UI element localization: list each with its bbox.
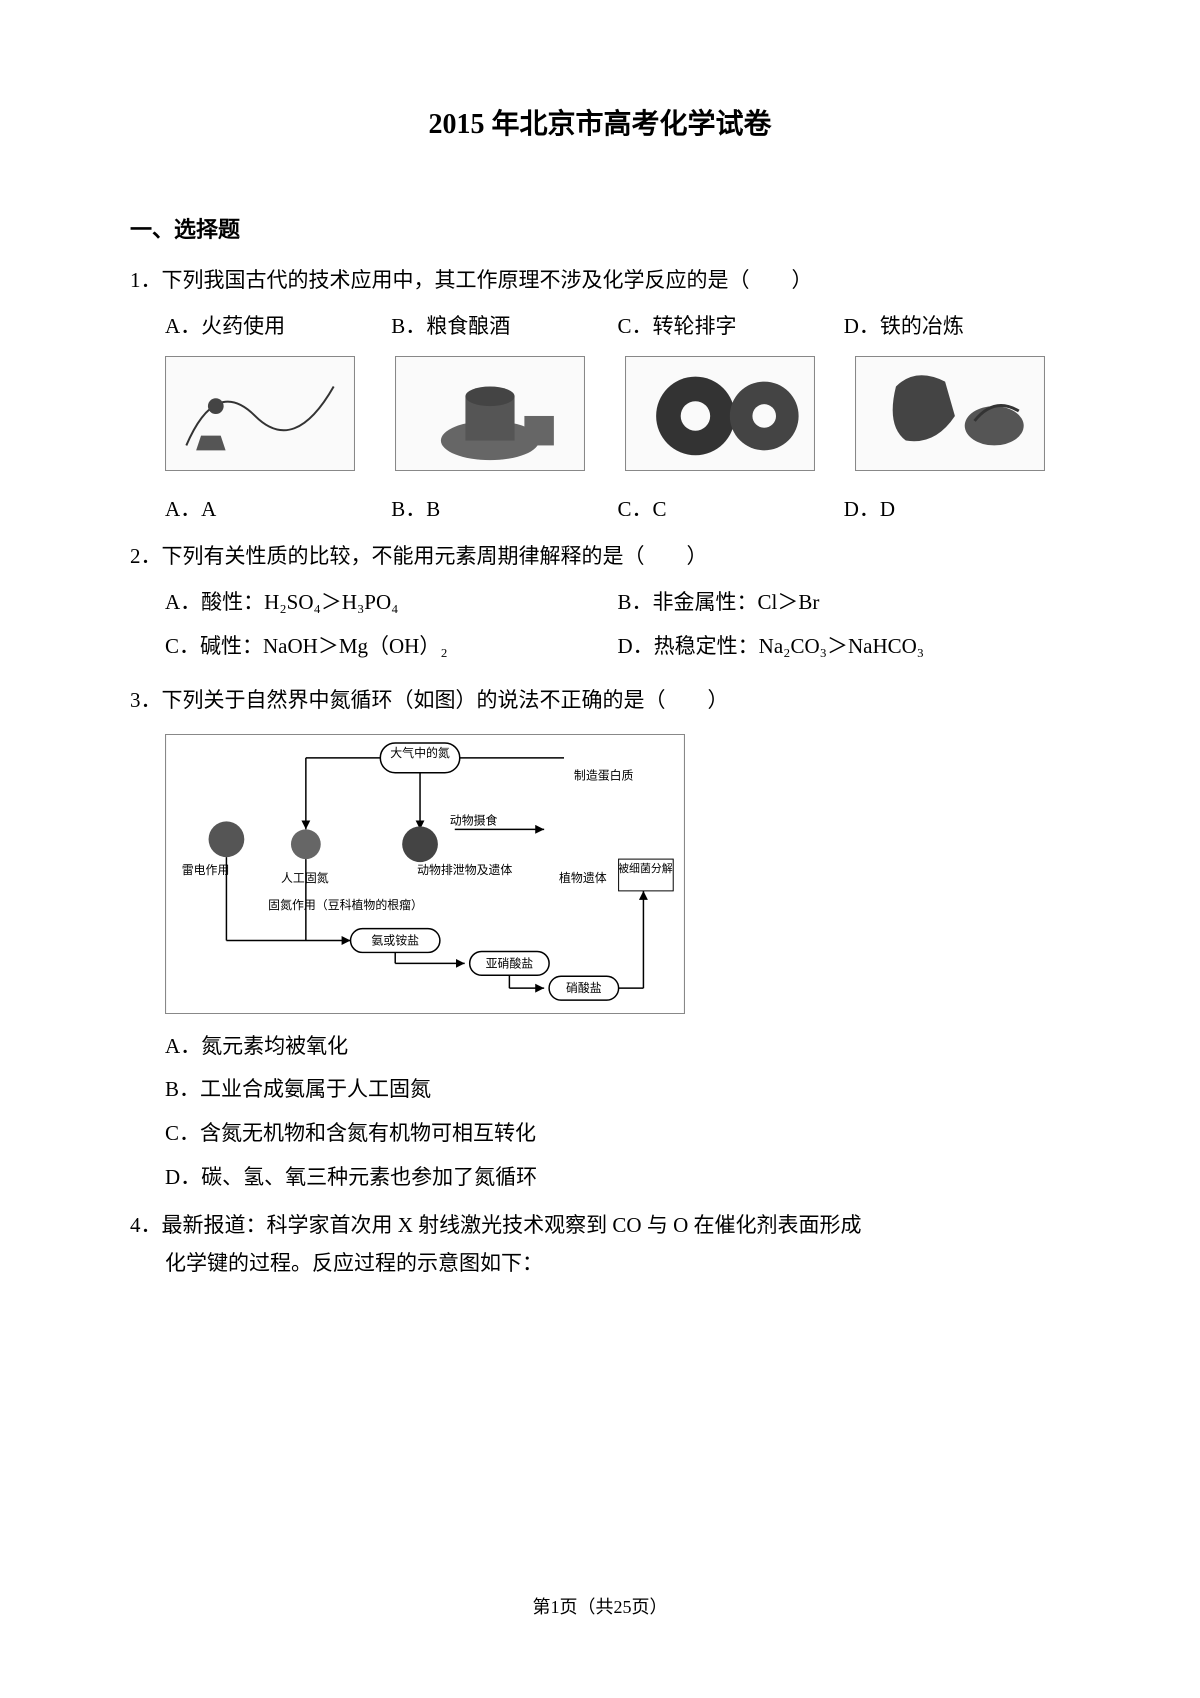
q1-option-a: A．A bbox=[165, 491, 391, 529]
q4-stem-line1: 4．最新报道：科学家首次用 X 射线激光技术观察到 CO 与 O 在催化剂表面形… bbox=[130, 1207, 1070, 1245]
question-2: 2．下列有关性质的比较，不能用元素周期律解释的是（ ） A．酸性：H₂SO₄＞H… bbox=[130, 538, 1070, 671]
q2-options: A．酸性：H₂SO₄＞H₃PO₄ B．非金属性：Cl＞Br C．碱性：NaOH＞… bbox=[130, 584, 1070, 672]
question-4: 4．最新报道：科学家首次用 X 射线激光技术观察到 CO 与 O 在催化剂表面形… bbox=[130, 1207, 1070, 1283]
svg-text:雷电作用: 雷电作用 bbox=[182, 863, 230, 877]
svg-text:动物摄食: 动物摄食 bbox=[450, 813, 498, 827]
q1-option-b: B．B bbox=[391, 491, 617, 529]
q1-image-c bbox=[625, 356, 815, 471]
svg-text:动物排泄物及遗体: 动物排泄物及遗体 bbox=[417, 863, 512, 877]
q1-stem: 1．下列我国古代的技术应用中，其工作原理不涉及化学反应的是（ ） bbox=[130, 262, 1070, 300]
q1-header-d: D．铁的冶炼 bbox=[844, 308, 1070, 346]
svg-text:大气中的氮: 大气中的氮 bbox=[390, 745, 450, 759]
q4-stem-line2: 化学键的过程。反应过程的示意图如下： bbox=[130, 1245, 1070, 1283]
svg-text:人工固氮: 人工固氮 bbox=[281, 871, 329, 885]
page-footer: 第1页（共25页） bbox=[0, 1591, 1200, 1623]
q2-option-c: C．碱性：NaOH＞Mg（OH）₂ bbox=[165, 628, 618, 666]
q1-images-row bbox=[130, 356, 1070, 471]
exam-title: 2015 年北京市高考化学试卷 bbox=[130, 100, 1070, 150]
svg-text:氨或铵盐: 氨或铵盐 bbox=[371, 933, 419, 947]
svg-text:植物遗体: 植物遗体 bbox=[559, 871, 607, 885]
question-1: 1．下列我国古代的技术应用中，其工作原理不涉及化学反应的是（ ） A．火药使用 … bbox=[130, 262, 1070, 528]
section-header: 一、选择题 bbox=[130, 210, 1070, 250]
q2-option-a: A．酸性：H₂SO₄＞H₃PO₄ bbox=[165, 584, 618, 622]
footer-page-total: 25 bbox=[614, 1597, 632, 1617]
q3-nitrogen-cycle-diagram: 大气中的氮 制造蛋白质 雷电作用 人工固氮 动物摄 bbox=[165, 734, 685, 1014]
q3-option-a: A．氮元素均被氧化 bbox=[165, 1028, 1070, 1066]
q1-option-d: D．D bbox=[844, 491, 1070, 529]
q3-stem: 3．下列关于自然界中氮循环（如图）的说法不正确的是（ ） bbox=[130, 682, 1070, 720]
svg-text:硝酸盐: 硝酸盐 bbox=[566, 981, 602, 995]
q3-option-d: D．碳、氢、氧三种元素也参加了氮循环 bbox=[165, 1159, 1070, 1197]
q1-image-a bbox=[165, 356, 355, 471]
q2-stem: 2．下列有关性质的比较，不能用元素周期律解释的是（ ） bbox=[130, 538, 1070, 576]
footer-prefix: 第 bbox=[533, 1597, 551, 1617]
q1-header-c: C．转轮排字 bbox=[618, 308, 844, 346]
q1-image-b bbox=[395, 356, 585, 471]
footer-mid: 页（共 bbox=[560, 1597, 614, 1617]
footer-page-current: 1 bbox=[551, 1597, 560, 1617]
q1-header-a: A．火药使用 bbox=[165, 308, 391, 346]
q3-diagram-container: 大气中的氮 制造蛋白质 雷电作用 人工固氮 动物摄 bbox=[130, 734, 1070, 1014]
q1-image-headers: A．火药使用 B．粮食酿酒 C．转轮排字 D．铁的冶炼 bbox=[130, 308, 1070, 346]
q2-option-b: B．非金属性：Cl＞Br bbox=[618, 584, 1071, 622]
svg-text:被细菌分解: 被细菌分解 bbox=[618, 861, 673, 875]
svg-text:固氮作用（豆科植物的根瘤）: 固氮作用（豆科植物的根瘤） bbox=[268, 897, 423, 911]
q3-option-b: B．工业合成氨属于人工固氮 bbox=[165, 1071, 1070, 1109]
q1-option-c: C．C bbox=[618, 491, 844, 529]
question-3: 3．下列关于自然界中氮循环（如图）的说法不正确的是（ ） 大气中的氮 制造蛋白质 bbox=[130, 682, 1070, 1197]
svg-text:亚硝酸盐: 亚硝酸盐 bbox=[486, 956, 534, 970]
q3-option-c: C．含氮无机物和含氮有机物可相互转化 bbox=[165, 1115, 1070, 1153]
svg-text:制造蛋白质: 制造蛋白质 bbox=[574, 768, 634, 782]
q1-header-b: B．粮食酿酒 bbox=[391, 308, 617, 346]
footer-suffix: 页） bbox=[632, 1597, 668, 1617]
q1-answer-options: A．A B．B C．C D．D bbox=[130, 491, 1070, 529]
q1-image-d bbox=[855, 356, 1045, 471]
q2-option-d: D．热稳定性：Na₂CO₃＞NaHCO₃ bbox=[618, 628, 1071, 666]
q3-options: A．氮元素均被氧化 B．工业合成氨属于人工固氮 C．含氮无机物和含氮有机物可相互… bbox=[130, 1028, 1070, 1197]
